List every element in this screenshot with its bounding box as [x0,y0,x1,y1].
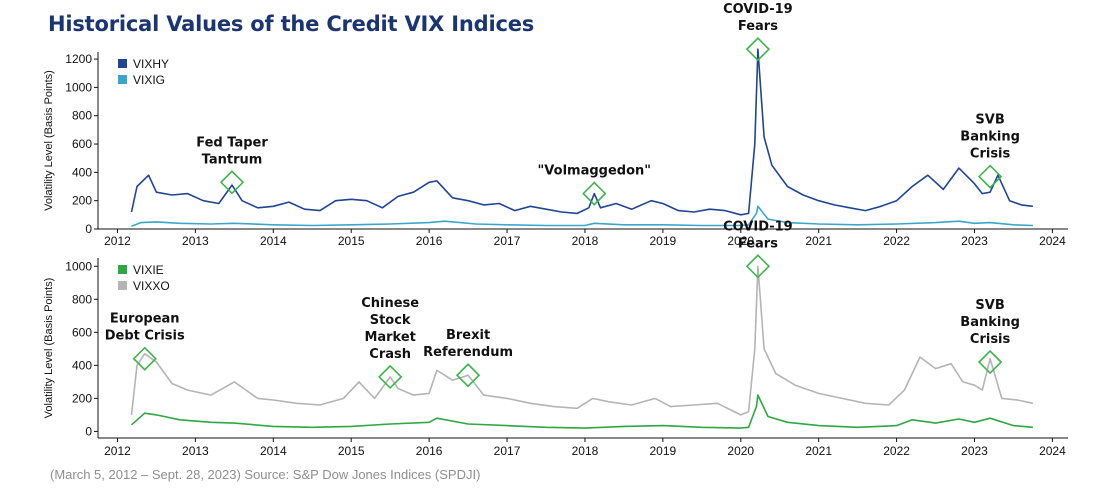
annotation-label: Banking [960,315,1020,330]
legend-swatch-vixhy [118,59,127,68]
annotation-marker [132,346,157,371]
annotation-label: Brexit [446,328,490,343]
x-tick-label: 2016 [416,234,443,248]
annotation-label: SVB [975,113,1004,128]
legend-label-vixhy: VIXHY [133,57,169,71]
x-tick-label: 2017 [494,444,521,458]
y-tick-label: 800 [72,292,92,306]
x-tick-label: 2020 [727,234,754,248]
series-line-vixie [130,394,1033,429]
annotation-label: Stock [370,313,411,328]
x-tick-label: 2013 [182,444,209,458]
x-tick-label: 2019 [650,444,677,458]
annotation-marker [977,349,1003,375]
x-tick-label: 2020 [727,444,754,458]
annotation-label: Referendum [423,345,513,360]
x-tick-label: 2015 [338,444,365,458]
annotation-marker [219,170,245,195]
y-tick-label: 400 [72,358,92,372]
annotation-label: "Volmaggedon" [538,164,652,179]
x-tick-label: 2021 [805,444,832,458]
annotation-marker [977,164,1003,189]
y-tick-label: 200 [72,391,92,405]
x-tick-label: 2023 [961,444,988,458]
x-tick-label: 2016 [416,444,443,458]
x-tick-label: 2013 [182,234,209,248]
annotation-label: Banking [960,130,1020,145]
annotation-label: SVB [975,298,1004,313]
y-tick-label: 0 [85,222,92,236]
x-tick-label: 2019 [650,234,677,248]
x-tick-label: 2017 [494,234,521,248]
legend-swatch-vixig [118,75,127,84]
legend-label-vixxo: VIXXO [133,279,170,293]
annotation-label: Crisis [970,332,1011,347]
annotation-marker [378,364,403,390]
y-tick-label: 800 [72,109,92,123]
annotation-label: COVID-19 [723,2,793,17]
y-tick-label: 1000 [65,259,92,273]
x-tick-label: 2018 [572,444,599,458]
annotation-label: Market [364,330,415,345]
x-tick-label: 2021 [805,234,832,248]
series-line-vixhy [130,48,1033,216]
series-line-vixig [131,205,1033,227]
y-axis-label: Volatility Level (Basis Points) [43,278,55,419]
y-tick-label: 1200 [65,52,92,66]
source-note: (March 5, 2012 – Sept. 28, 2023) Source:… [50,467,481,482]
x-tick-label: 2012 [104,234,131,248]
annotation-label: Fears [738,19,778,34]
annotation-label: Crisis [970,147,1011,162]
legend-swatch-vixie [118,265,127,274]
annotation-label: COVID-19 [723,219,793,234]
x-tick-label: 2014 [260,444,287,458]
x-tick-label: 2022 [883,234,910,248]
annotation-label: Fears [738,236,778,251]
annotation-label: Fed Taper [196,135,268,150]
y-tick-label: 600 [72,137,92,151]
annotation-label: European [110,312,180,327]
x-tick-label: 2018 [572,234,599,248]
series-line-vixxo [130,265,1034,416]
annotation-marker [745,254,771,279]
x-tick-label: 2023 [961,234,988,248]
annotation-label: Tantrum [202,152,263,167]
y-tick-label: 1000 [65,80,92,94]
annotation-label: Crash [369,347,411,362]
legend-label-vixig: VIXIG [133,73,165,87]
legend-label-vixie: VIXIE [133,263,164,277]
annotation-label: Debt Crisis [105,329,185,344]
y-tick-label: 200 [72,194,92,208]
x-tick-label: 2024 [1039,444,1066,458]
chart-title: Historical Values of the Credit VIX Indi… [48,12,535,36]
annotation-marker [455,363,481,388]
x-tick-label: 2022 [883,444,910,458]
annotation-label: Chinese [361,296,419,311]
annotation-marker [582,181,607,206]
legend-swatch-vixxo [118,281,127,290]
annotation-marker [745,37,771,62]
y-tick-label: 0 [85,424,92,438]
y-tick-label: 600 [72,325,92,339]
x-tick-label: 2014 [260,234,287,248]
x-tick-label: 2024 [1039,234,1066,248]
x-tick-label: 2012 [104,444,131,458]
y-axis-label: Volatility Level (Basis Points) [43,70,55,211]
y-tick-label: 400 [72,165,92,179]
x-tick-label: 2015 [338,234,365,248]
